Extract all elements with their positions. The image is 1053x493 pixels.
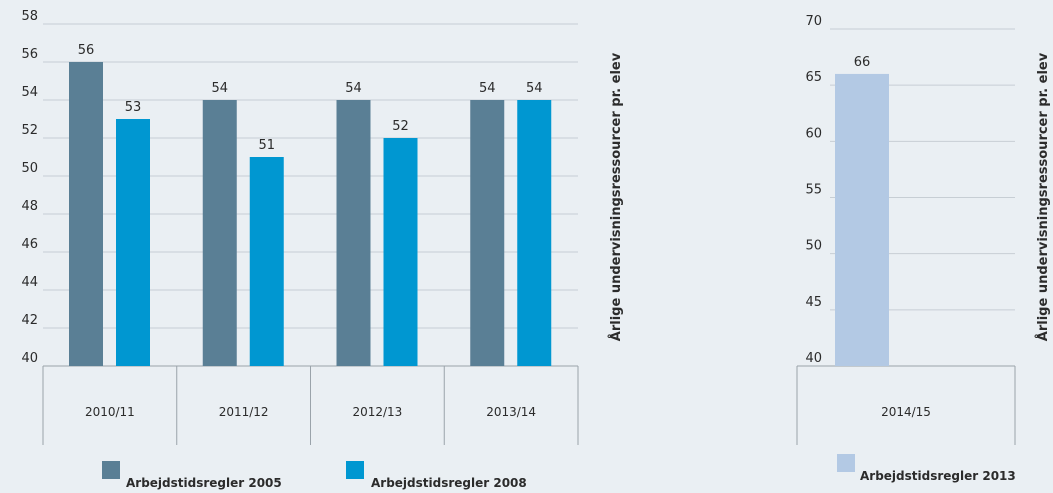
y-tick-label: 45 <box>805 295 822 310</box>
bar <box>69 62 103 366</box>
bar <box>470 100 505 366</box>
x-tick-label: 2012/13 <box>352 405 402 419</box>
y-tick-label: 52 <box>21 123 38 138</box>
data-label: 54 <box>345 81 362 96</box>
chart-right: 40 45 50 55 60 65 70 2014/15 66 Årlige undervisni… <box>796 14 1051 483</box>
y-tick-label: 50 <box>805 239 822 254</box>
y-tick-label: 44 <box>21 275 38 290</box>
y-tick-label: 40 <box>21 351 38 366</box>
y-tick-label: 56 <box>21 47 38 62</box>
y-tick-label: 54 <box>21 85 38 100</box>
x-tick-label: 2014/15 <box>881 405 931 419</box>
bar <box>202 100 237 366</box>
data-label: 52 <box>392 119 409 134</box>
y-tick-label: 55 <box>805 183 822 198</box>
x-tick-label: 2010/11 <box>85 405 135 419</box>
y-tick-label: 46 <box>21 237 38 252</box>
x-tick-label: 2013/14 <box>486 405 536 419</box>
legend-swatch <box>837 454 855 472</box>
bar <box>517 100 552 366</box>
data-label: 54 <box>211 81 228 96</box>
legend-label: Arbejdstidsregler 2013 <box>860 469 1016 483</box>
data-label: 53 <box>125 100 142 115</box>
legend-swatch <box>102 461 120 479</box>
data-label: 54 <box>479 81 496 96</box>
y-tick-label: 40 <box>805 351 822 366</box>
data-label: 66 <box>854 55 871 70</box>
bar <box>383 138 418 366</box>
legend-label: Arbejdstidsregler 2008 <box>371 476 527 490</box>
y-tick-label: 48 <box>21 199 38 214</box>
y-tick-label: 50 <box>21 161 38 176</box>
legend-swatch <box>346 461 364 479</box>
y-tick-label: 70 <box>805 14 822 29</box>
y-tick-label: 65 <box>805 70 822 85</box>
x-tick-label: 2011/12 <box>219 405 269 419</box>
bar <box>116 119 150 366</box>
y-tick-label: 42 <box>21 313 38 328</box>
y-tick-label: 58 <box>21 9 38 24</box>
legend-label: Arbejdstidsregler 2005 <box>126 476 282 490</box>
data-label: 56 <box>78 43 95 58</box>
bar <box>336 100 371 366</box>
data-label: 54 <box>526 81 543 96</box>
y-axis-title: Årlige undervisningsressourcer pr. elev <box>608 52 624 341</box>
chart-left: 40 42 44 46 48 50 52 54 56 58 2010/11 56 53 2011/12 54… <box>21 9 624 490</box>
data-label: 51 <box>258 138 275 153</box>
y-axis-title: Årlige undervisningsressourcer pr. elev <box>1035 52 1051 341</box>
bar <box>249 157 284 366</box>
bar <box>835 73 889 366</box>
y-tick-label: 60 <box>805 126 822 141</box>
